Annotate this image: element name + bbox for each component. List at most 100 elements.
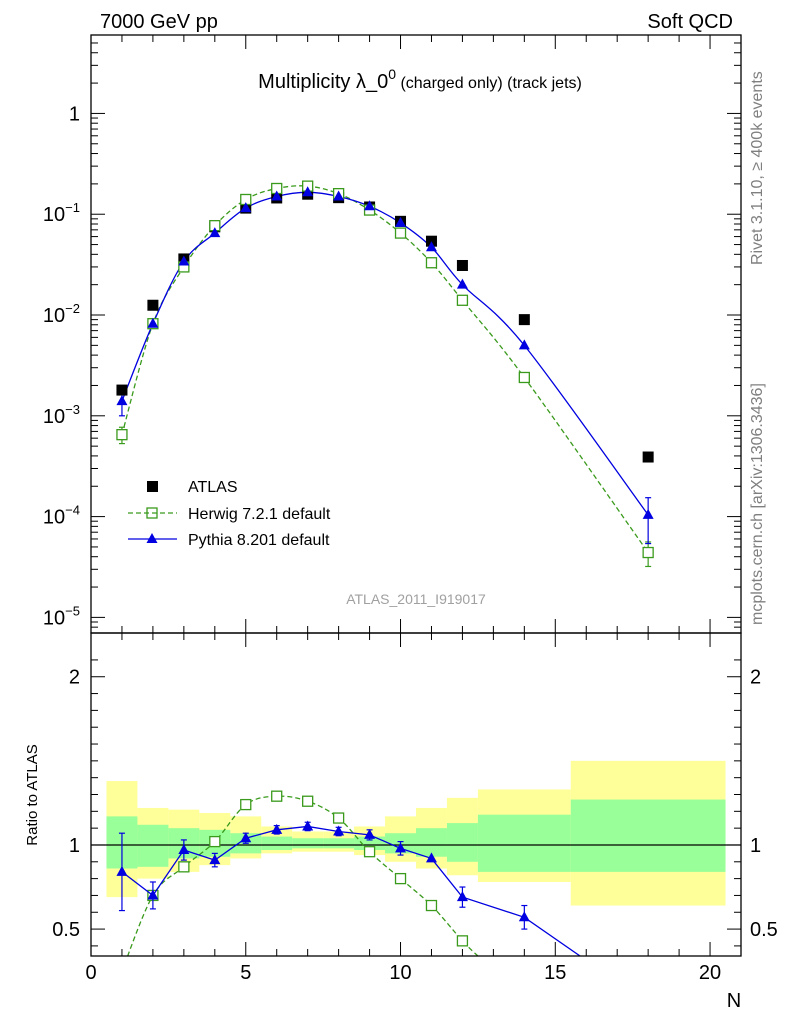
ratio-band-inner <box>323 838 355 849</box>
y-tick-label-exp: −4 <box>65 503 80 518</box>
pythia-ratio-point <box>425 852 437 863</box>
ratio-y-tick-label-right: 0.5 <box>750 919 778 941</box>
y-tick-label: 10−5 <box>43 603 80 629</box>
y-tick-label-base: 10 <box>43 204 65 226</box>
pythia-point <box>642 508 654 519</box>
atlas-point <box>116 384 128 396</box>
pythia-point <box>302 186 314 197</box>
pythia-ratio-point <box>518 911 530 922</box>
herwig-point <box>394 227 407 239</box>
ratio-frame <box>90 632 742 957</box>
ratio-y-tick-label: 0.5 <box>52 919 80 941</box>
pythia-point <box>209 227 221 238</box>
chart-title-tail: (charged only) (track jets) <box>396 75 582 92</box>
ratio-y-tick-label-right: 2 <box>750 667 761 689</box>
herwig-curve <box>121 185 649 553</box>
pythia-ratio-point <box>302 820 314 831</box>
chart-title-main: Multiplicity λ_0 <box>258 71 388 93</box>
herwig-ratio-point <box>240 798 252 811</box>
herwig-point <box>518 371 530 384</box>
pythia-point <box>147 317 159 328</box>
pythia-ratio-point <box>456 891 468 902</box>
pythia-point <box>178 255 190 266</box>
pythia-point <box>425 241 437 252</box>
chart-title: Multiplicity λ_00 (charged only) (track … <box>258 66 582 93</box>
y-tick-label-exp: −2 <box>65 301 80 316</box>
ratio-band-inner <box>137 824 169 867</box>
herwig-ratio-point <box>271 790 283 802</box>
ratio-bands <box>91 760 741 906</box>
atlas-point <box>456 259 468 271</box>
legend-atlas-marker <box>147 481 158 492</box>
herwig-ratio-point <box>209 835 221 848</box>
pythia-ratio-curve <box>121 825 581 956</box>
pythia-point <box>456 278 468 289</box>
y-tick-label: 10−3 <box>43 402 80 428</box>
pythia-ratio-point <box>209 854 221 865</box>
main-panel: 10−510−410−310−210−11 Multiplicity λ_00 … <box>43 34 742 634</box>
pythia-point <box>116 395 128 406</box>
atlas-point <box>147 299 159 311</box>
ratio-axis-ticks: 0.5 0.51 12 20 5 10 15 20 <box>52 633 778 984</box>
ratio-ylabel: Ratio to ATLAS <box>24 744 41 845</box>
x-tick-label: 5 <box>240 962 251 984</box>
herwig-point <box>456 294 469 306</box>
ratio-series <box>116 790 581 956</box>
pythia-point <box>333 190 345 201</box>
y-tick-label-exp: −3 <box>65 402 80 417</box>
herwig-ratio-point <box>178 861 190 873</box>
pythia-ratio-point <box>178 844 190 855</box>
pythia-point <box>271 190 283 201</box>
x-tick-label: 20 <box>699 962 721 984</box>
atlas-point <box>425 235 437 247</box>
x-tick-label: 0 <box>85 962 96 984</box>
herwig-ratio-point <box>332 812 345 824</box>
pythia-point <box>364 200 376 211</box>
analysis-label: ATLAS_2011_I919017 <box>346 591 486 607</box>
y-tick-label-exp: −5 <box>65 603 80 618</box>
herwig-point <box>642 546 654 559</box>
herwig-point <box>116 429 128 441</box>
x-axis-label: N <box>727 990 741 1012</box>
pythia-curve <box>121 191 649 516</box>
herwig-point <box>425 257 438 269</box>
atlas-point <box>642 451 654 463</box>
legend-pythia-marker <box>146 533 158 543</box>
legend-atlas-label: ATLAS <box>188 479 238 496</box>
ratio-y-tick-label: 1 <box>69 835 80 857</box>
herwig-ratio-point <box>456 935 469 947</box>
pythia-ratio-point <box>147 889 159 900</box>
atlas-point <box>518 314 530 326</box>
y-tick-label: 1 <box>69 103 80 125</box>
y-tick-label: 10−2 <box>43 301 80 327</box>
legend-pythia-label: Pythia 8.201 default <box>188 532 330 549</box>
y-tick-label-base: 10 <box>43 305 65 327</box>
pythia-point <box>518 339 530 350</box>
header-left: 7000 GeV pp <box>100 11 218 33</box>
pythia-ratio-point <box>395 842 407 853</box>
legend: ATLAS Herwig 7.2.1 default Pythia 8.201 … <box>128 479 331 549</box>
main-series <box>116 180 654 568</box>
herwig-ratio-point <box>394 872 407 885</box>
pythia-point <box>240 202 252 213</box>
y-tick-label: 10−4 <box>43 503 80 529</box>
ratio-band-inner <box>570 799 726 872</box>
x-tick-label: 10 <box>389 962 411 984</box>
x-tick-label: 15 <box>544 962 566 984</box>
rivet-label: Rivet 3.1.10, ≥ 400k events <box>749 71 766 265</box>
pythia-ratio-point <box>240 832 252 843</box>
herwig-ratio-point <box>302 795 314 807</box>
legend-herwig-marker <box>146 507 158 519</box>
main-axis-ticks: 10−510−410−310−210−11 <box>43 34 742 634</box>
herwig-ratio-point <box>363 846 376 858</box>
pythia-ratio-point <box>364 828 376 839</box>
ratio-band-inner <box>354 836 386 851</box>
ratio-panel: 0.5 0.51 12 20 5 10 15 20 Ratio to ATLAS N <box>24 632 778 1012</box>
ratio-band-inner <box>416 828 447 857</box>
pythia-point <box>395 216 407 227</box>
y-tick-label-exp: −1 <box>65 200 80 215</box>
ratio-band-inner <box>261 836 293 851</box>
y-tick-label-base: 10 <box>43 406 65 428</box>
header-right: Soft QCD <box>647 11 733 33</box>
